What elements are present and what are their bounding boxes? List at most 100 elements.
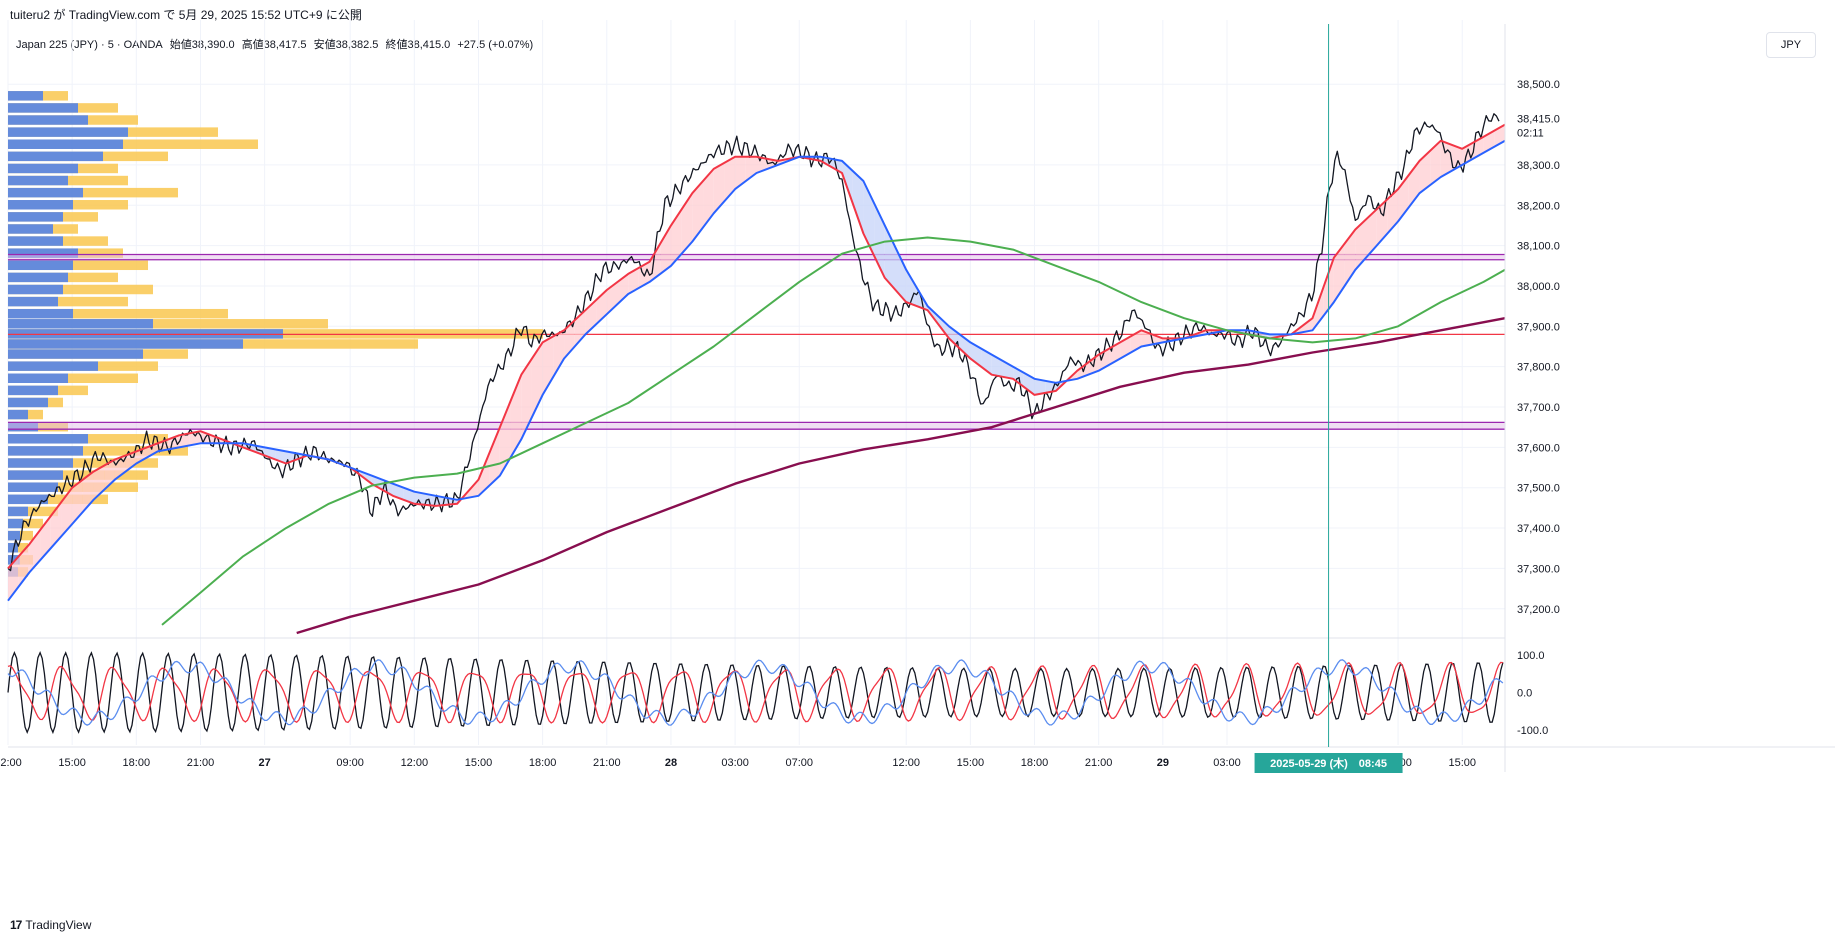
time-tick-label: 29 bbox=[1157, 757, 1169, 769]
cloud-segment bbox=[628, 267, 639, 295]
time-tick-label: 09:00 bbox=[336, 757, 364, 769]
vp-buy-bar bbox=[8, 91, 43, 101]
time-tick-label: 12:00 bbox=[892, 757, 920, 769]
cloud-segment bbox=[842, 160, 853, 204]
vp-buy-bar bbox=[8, 434, 88, 444]
cloud-segment bbox=[1333, 243, 1345, 303]
symbol-name[interactable]: Japan 225 (JPY) · 5 · OANDA bbox=[16, 39, 163, 51]
cloud-segment bbox=[499, 400, 511, 476]
crosshair-label-box bbox=[1254, 753, 1403, 773]
time-tick-label: 28 bbox=[665, 757, 677, 769]
price-tick-label: 37,300.0 bbox=[1517, 563, 1560, 575]
time-tick-label: 03:00 bbox=[1213, 757, 1241, 769]
cloud-segment bbox=[489, 427, 500, 486]
vp-buy-bar bbox=[8, 139, 123, 149]
ma-200-line bbox=[161, 236, 1506, 626]
cloud-segment bbox=[1034, 378, 1046, 395]
currency-button[interactable]: JPY bbox=[1766, 32, 1816, 58]
vp-buy-bar bbox=[8, 187, 83, 198]
legend-low: 安値38,382.5 bbox=[313, 39, 379, 51]
stoch-slow-line bbox=[7, 661, 1503, 724]
vp-buy-bar bbox=[8, 530, 20, 541]
grid-lines bbox=[7, 20, 1505, 745]
vp-buy-bar bbox=[8, 339, 243, 349]
cloud-segment bbox=[713, 162, 725, 214]
cloud-segment bbox=[703, 168, 714, 228]
price-tick-label: 37,400.0 bbox=[1517, 523, 1560, 535]
cloud-segment bbox=[906, 269, 917, 307]
vp-buy-bar bbox=[8, 151, 103, 162]
crosshair-label: 2025-05-29 (木) 08:45 bbox=[1270, 756, 1387, 770]
oscillator-panel bbox=[7, 637, 1505, 735]
tradingview-logo[interactable]: 17 TradingView bbox=[10, 918, 91, 932]
cloud-segment bbox=[660, 225, 671, 274]
legend-close: 終値38,415.0 bbox=[385, 39, 451, 51]
vp-buy-bar bbox=[8, 163, 78, 174]
osc-tick-label: 100.0 bbox=[1517, 650, 1545, 662]
cloud-segment bbox=[478, 453, 490, 496]
vp-buy-bar bbox=[8, 200, 73, 210]
cloud-segment bbox=[521, 358, 532, 440]
axes: 38,500.0 38,300.0 38,200.0 38,100.0 38,000.0… bbox=[0, 24, 1835, 773]
vp-sell-bar bbox=[8, 373, 138, 384]
time-tick-label: 21:00 bbox=[187, 757, 215, 769]
time-tick-label: 12:00 bbox=[0, 757, 22, 769]
vp-sell-bar bbox=[8, 296, 128, 307]
time-tick-label: 15:00 bbox=[465, 757, 493, 769]
price-tick-label: 37,500.0 bbox=[1517, 483, 1560, 495]
legend-high: 高値38,417.5 bbox=[241, 39, 307, 51]
price-series bbox=[7, 113, 1506, 635]
vp-sell-bar bbox=[8, 458, 158, 468]
osc-tick-label: -100.0 bbox=[1517, 725, 1548, 737]
vp-buy-bar bbox=[8, 296, 58, 307]
price-tick-label: 37,900.0 bbox=[1517, 321, 1560, 333]
price-tick-label: 38,100.0 bbox=[1517, 241, 1560, 253]
vp-buy-bar bbox=[8, 397, 48, 408]
vp-sell-bar bbox=[8, 494, 108, 505]
symbol-legend: Japan 225 (JPY) · 5 · OANDA 始値38,390.0 高… bbox=[16, 36, 537, 52]
cloud-segment bbox=[189, 431, 201, 446]
time-tick-label: 03:00 bbox=[721, 757, 749, 769]
price-tick-label: 37,600.0 bbox=[1517, 442, 1560, 454]
cloud-segment bbox=[414, 491, 426, 505]
vp-buy-bar bbox=[8, 506, 28, 517]
vp-buy-bar bbox=[8, 555, 20, 565]
vp-buy-bar bbox=[8, 127, 128, 137]
vp-sell-bar bbox=[8, 139, 258, 149]
vp-buy-bar bbox=[8, 284, 63, 295]
vp-sell-bar bbox=[8, 530, 33, 541]
vp-sell-bar bbox=[8, 319, 328, 329]
tv-logo-icon: 17 bbox=[10, 918, 22, 932]
time-tick-label: 18:00 bbox=[529, 757, 557, 769]
cloud-segment bbox=[72, 479, 83, 525]
cloud-segment bbox=[681, 193, 693, 254]
vp-buy-bar bbox=[8, 236, 63, 246]
cloud-segment bbox=[895, 247, 907, 303]
stoch-fast-line bbox=[7, 650, 1504, 735]
vp-buy-bar bbox=[8, 542, 18, 553]
horizontal-levels[interactable] bbox=[8, 253, 1505, 430]
cloud-segment bbox=[735, 156, 746, 190]
osc-tick-label: 0.0 bbox=[1517, 688, 1532, 700]
vp-buy-bar bbox=[8, 115, 88, 125]
ma-cloud-fill bbox=[8, 124, 1505, 601]
cloud-segment bbox=[1365, 209, 1377, 258]
cloud-segment bbox=[670, 209, 682, 266]
vp-buy-bar bbox=[8, 103, 78, 113]
countdown-label: 02:11 bbox=[1517, 128, 1544, 140]
vp-buy-bar bbox=[8, 409, 28, 420]
vp-sell-bar bbox=[8, 518, 43, 529]
time-tick-label: 27 bbox=[259, 757, 271, 769]
vp-sell-bar bbox=[8, 446, 188, 456]
vp-buy-bar bbox=[8, 308, 73, 319]
last-price-label: 38,415.0 bbox=[1517, 114, 1560, 126]
ma-800-line bbox=[296, 317, 1506, 635]
time-tick-label: 21:00 bbox=[1085, 757, 1113, 769]
time-tick-label: 18:00 bbox=[1021, 757, 1049, 769]
vp-sell-bar bbox=[8, 187, 178, 198]
brand-name: TradingView bbox=[25, 918, 92, 932]
time-tick-label: 12:00 bbox=[401, 757, 429, 769]
cloud-segment bbox=[831, 158, 843, 173]
vp-sell-bar bbox=[8, 284, 153, 295]
